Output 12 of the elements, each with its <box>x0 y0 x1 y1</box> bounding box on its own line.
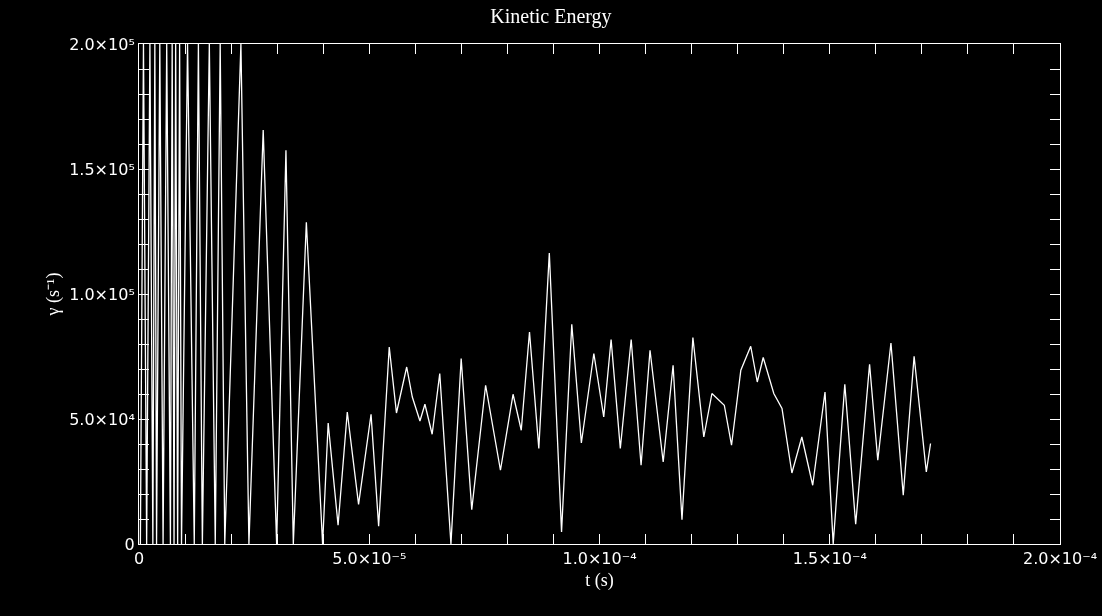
chart-title: Kinetic Energy <box>490 5 612 29</box>
x-tick-label: 1.5×10⁻⁴ <box>792 549 867 569</box>
x-axis-title: t (s) <box>585 570 614 592</box>
y-tick-label: 0 <box>124 534 135 554</box>
x-tick-label: 2.0×10⁻⁴ <box>1022 549 1098 569</box>
x-tick-label: 5.0×10⁻⁵ <box>332 549 407 569</box>
y-tick-label: 1.5×10⁵ <box>69 159 135 179</box>
y-axis-title: γ (s⁻¹) <box>43 272 65 317</box>
x-tick-label: 1.0×10⁻⁴ <box>562 549 637 569</box>
y-tick-label: 2.0×10⁵ <box>69 34 135 54</box>
y-tick-label: 5.0×10⁴ <box>69 409 135 429</box>
y-tick-label: 1.0×10⁵ <box>69 284 135 304</box>
